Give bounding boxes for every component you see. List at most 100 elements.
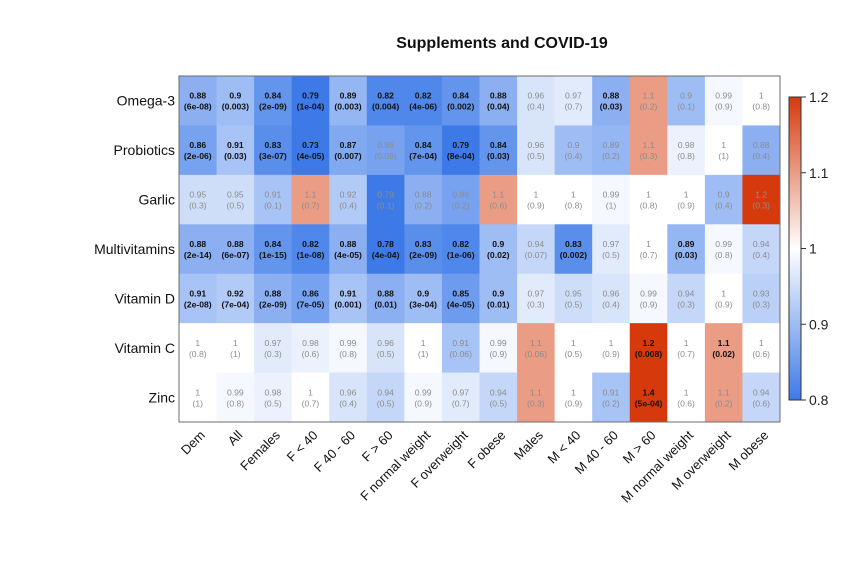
heatmap-cell <box>742 174 781 225</box>
cell-value-label: 1 <box>233 338 238 348</box>
cell-value-label: 0.91 <box>340 288 357 298</box>
cell-value-label: 0.73 <box>302 140 319 150</box>
cell-value-label: 0.86 <box>377 140 394 150</box>
row-label: Vitamin C <box>115 340 175 356</box>
cell-pvalue-label: (2e-06) <box>184 151 212 161</box>
cell-pvalue-label: (1e-04) <box>297 102 325 112</box>
heatmap-cell <box>517 323 556 374</box>
cell-value-label: 0.99 <box>340 338 357 348</box>
cell-value-label: 0.95 <box>227 190 244 200</box>
cell-value-label: 0.82 <box>302 239 319 249</box>
heatmap-cell <box>179 76 218 126</box>
row-labels: Omega-3 Probiotics Garlic Multivitamins Vita… <box>94 93 175 406</box>
cell-pvalue-label: (0.8) <box>677 151 695 161</box>
heatmap-cell <box>179 174 218 225</box>
cell-pvalue-label: (0.5) <box>377 398 395 408</box>
heatmap-cell <box>592 372 631 423</box>
cell-pvalue-label: (0.5) <box>377 349 395 359</box>
heatmap-cell <box>742 273 781 324</box>
cell-value-label: 0.98 <box>678 140 695 150</box>
cell-pvalue-label: (1) <box>418 349 429 359</box>
colorbar-tick-label: 0.8 <box>809 392 829 408</box>
heatmap-cell <box>517 224 556 275</box>
cell-value-label: 0.88 <box>189 239 206 249</box>
cell-value-label: 1 <box>195 338 200 348</box>
cell-pvalue-label: (0.6) <box>489 201 507 211</box>
cell-value-label: 1.1 <box>530 338 542 348</box>
cell-value-label: 0.79 <box>302 91 319 101</box>
colorbar-tick-label: 1.1 <box>809 165 829 181</box>
row-label: Garlic <box>138 192 175 208</box>
cell-pvalue-label: (0.4) <box>752 250 770 260</box>
cell-value-label: 0.94 <box>753 387 770 397</box>
cell-pvalue-label: (0.1) <box>377 201 395 211</box>
heatmap-cell <box>479 372 518 423</box>
cell-pvalue-label: (0.4) <box>339 398 357 408</box>
cell-value-label: 1 <box>195 387 200 397</box>
cell-pvalue-label: (8e-04) <box>447 151 475 161</box>
cell-value-label: 0.99 <box>603 190 620 200</box>
colorbar-tick-label: 1.2 <box>809 89 829 105</box>
cell-pvalue-label: (0.7) <box>677 349 695 359</box>
cell-value-label: 0.85 <box>452 288 469 298</box>
cell-value-label: 0.99 <box>227 387 244 397</box>
cell-pvalue-label: (0.8) <box>752 102 770 112</box>
cell-value-label: 0.82 <box>377 91 394 101</box>
heatmap-cell <box>329 76 368 126</box>
heatmap-cell <box>179 224 218 275</box>
heatmap-cell <box>742 76 781 126</box>
cell-value-label: 0.88 <box>490 91 507 101</box>
cell-value-label: 1.1 <box>530 387 542 397</box>
heatmap-cell <box>742 372 781 423</box>
cell-value-label: 0.93 <box>753 288 770 298</box>
heatmap-cell <box>291 76 330 126</box>
cell-value-label: 0.96 <box>527 91 544 101</box>
cell-pvalue-label: (0.9) <box>677 201 695 211</box>
heatmap-cell <box>441 224 480 275</box>
cell-pvalue-label: (0.9) <box>715 102 733 112</box>
column-label: Males <box>511 427 546 462</box>
cell-pvalue-label: (2e-08) <box>184 299 212 309</box>
heatmap-cell <box>479 224 518 275</box>
cell-pvalue-label: (0.3) <box>527 398 545 408</box>
cell-pvalue-label: (0.9) <box>715 299 733 309</box>
heatmap-cell <box>179 125 218 176</box>
cell-value-label: 0.9 <box>492 239 504 249</box>
colorbar-legend: 0.8 0.9 1 1.1 1.2 <box>788 89 829 408</box>
heatmap-cell <box>667 323 706 374</box>
cell-value-label: 0.84 <box>265 239 282 249</box>
heatmap-cell <box>554 273 593 324</box>
cell-value-label: 1 <box>684 387 689 397</box>
cell-pvalue-label: (0.01) <box>487 299 510 309</box>
cell-pvalue-label: (7e-04) <box>221 299 249 309</box>
cell-pvalue-label: (0.5) <box>602 250 620 260</box>
cell-pvalue-label: (0.7) <box>452 398 470 408</box>
cell-value-label: 0.91 <box>603 387 620 397</box>
heatmap-cell <box>216 372 255 423</box>
cell-value-label: 0.91 <box>265 190 282 200</box>
cell-value-label: 0.84 <box>452 91 469 101</box>
cell-pvalue-label: (0.5) <box>565 349 583 359</box>
cell-value-label: 0.96 <box>377 338 394 348</box>
cell-pvalue-label: (0.7) <box>302 398 320 408</box>
heatmap-cell <box>742 323 781 374</box>
row-label: Omega-3 <box>117 93 176 109</box>
cell-value-label: 0.9 <box>229 91 241 101</box>
cell-value-label: 0.83 <box>565 239 582 249</box>
heatmap-cell <box>216 125 255 176</box>
heatmap-cell <box>404 174 443 225</box>
heatmap-cell <box>629 372 668 423</box>
heatmap-cell <box>554 323 593 374</box>
heatmap-cell <box>254 76 293 126</box>
cell-value-label: 1.2 <box>755 190 767 200</box>
cell-value-label: 0.96 <box>603 288 620 298</box>
cell-pvalue-label: (3e-04) <box>409 299 437 309</box>
cell-value-label: 0.94 <box>377 387 394 397</box>
cell-pvalue-label: (1) <box>606 201 617 211</box>
cell-pvalue-label: (0.8) <box>565 201 583 211</box>
heatmap-cell <box>254 372 293 423</box>
cell-value-label: 1 <box>721 288 726 298</box>
heatmap-cell <box>291 125 330 176</box>
heatmap-cell <box>216 174 255 225</box>
